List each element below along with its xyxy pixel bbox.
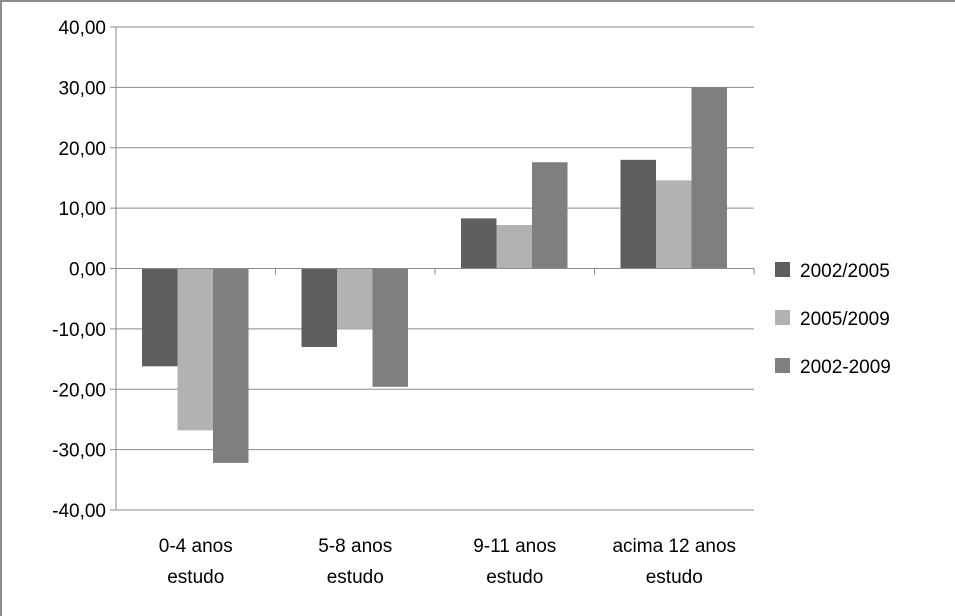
y-tick-label: 40,00 — [58, 18, 106, 39]
y-tick-label: 0,00 — [69, 260, 106, 281]
bar — [213, 268, 249, 463]
legend-label: 2005/2009 — [800, 309, 890, 330]
bar — [532, 162, 568, 269]
legend-swatch — [775, 358, 790, 373]
x-category-label: 5-8 anos estudo — [318, 536, 392, 588]
legend-label: 2002-2009 — [800, 357, 891, 378]
y-tick-label: -20,00 — [52, 380, 106, 401]
bar — [372, 268, 408, 387]
legend: 2002/2005 2005/2009 2002-2009 — [775, 261, 891, 378]
bar — [337, 268, 373, 329]
bar — [301, 268, 337, 347]
bar — [496, 225, 532, 269]
y-tick-label: 20,00 — [58, 139, 106, 160]
x-category-label: 9-11 anos estudo — [473, 536, 556, 588]
bar — [142, 268, 178, 367]
axes — [110, 26, 755, 511]
x-axis-category-labels: 0-4 anos estudo 5-8 anos estudo 9-11 anos est… — [159, 536, 736, 588]
legend-label: 2002/2005 — [800, 261, 890, 282]
bars — [142, 87, 727, 463]
bar — [691, 87, 727, 269]
legend-swatch — [775, 262, 790, 277]
y-axis-tick-labels: 40,00 30,00 20,00 10,00 0,00 -10,00 -20,00 -30,… — [52, 18, 106, 522]
bar — [177, 268, 213, 431]
x-category-label: acima 12 anos estudo — [612, 536, 736, 588]
legend-swatch — [775, 310, 790, 325]
bar — [461, 218, 497, 269]
y-tick-label: 30,00 — [58, 78, 106, 99]
y-tick-label: -30,00 — [52, 441, 106, 462]
x-category-label: 0-4 anos estudo — [159, 536, 233, 588]
y-tick-label: 10,00 — [58, 199, 106, 220]
y-tick-label: -40,00 — [52, 501, 106, 522]
bar — [620, 159, 656, 269]
y-tick-label: -10,00 — [52, 320, 106, 341]
bar — [656, 180, 692, 269]
